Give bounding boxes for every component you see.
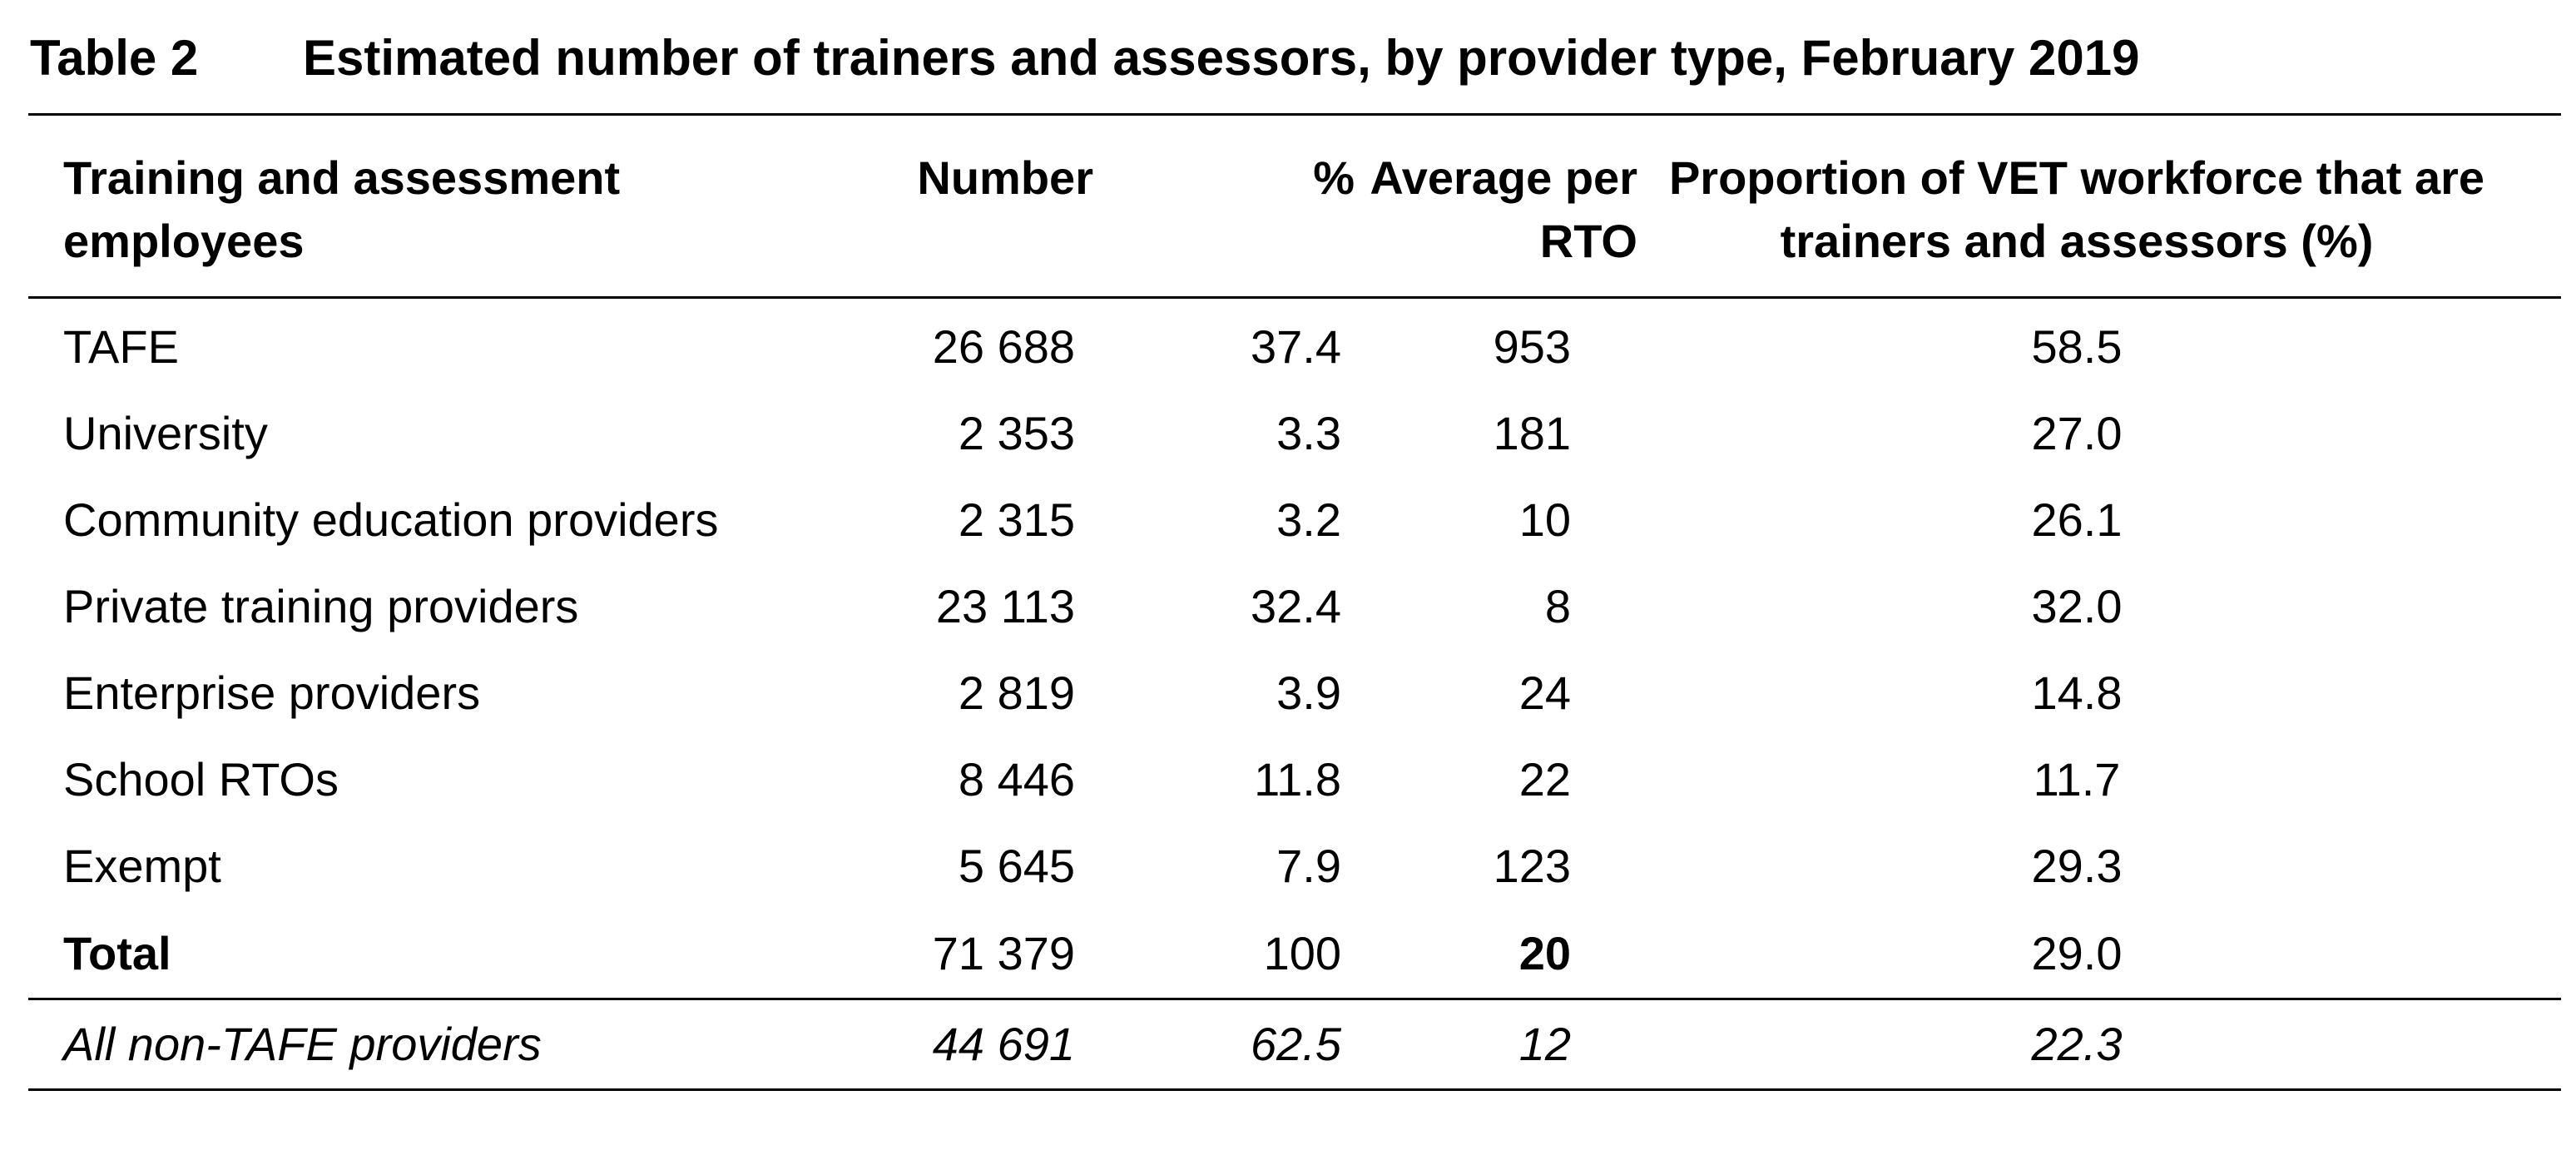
table-row: Private training providers 23 113 32.4 8… bbox=[28, 563, 2561, 650]
row-label: Enterprise providers bbox=[63, 667, 481, 719]
proportion-cell: 14.8 bbox=[2031, 667, 2123, 719]
number-cell: 2 315 bbox=[958, 493, 1075, 546]
average-cell: 8 bbox=[1544, 580, 1571, 632]
top-rule bbox=[28, 113, 2561, 116]
non-tafe-label: All non-TAFE providers bbox=[28, 998, 869, 1091]
non-tafe-average: 12 bbox=[1368, 998, 1651, 1091]
table-row: TAFE 26 688 37.4 953 58.5 bbox=[28, 304, 2561, 390]
number-cell: 2 819 bbox=[958, 667, 1075, 719]
number-cell: 8 446 bbox=[958, 753, 1075, 806]
total-label: Total bbox=[63, 927, 171, 979]
percent-cell: 32.4 bbox=[1251, 580, 1341, 632]
row-label: Private training providers bbox=[63, 580, 579, 632]
total-average: 20 bbox=[1518, 927, 1571, 979]
row-label: TAFE bbox=[63, 320, 179, 373]
number-cell: 2 353 bbox=[958, 407, 1075, 459]
column-header-number: Number bbox=[869, 116, 1110, 299]
table-caption: Table 2 Estimated number of trainers and … bbox=[30, 28, 2140, 88]
row-label: University bbox=[63, 407, 268, 459]
number-cell: 5 645 bbox=[958, 840, 1075, 892]
proportion-cell: 26.1 bbox=[2031, 493, 2123, 546]
proportion-cell: 29.3 bbox=[2031, 840, 2123, 892]
row-label: Exempt bbox=[63, 840, 221, 892]
average-cell: 24 bbox=[1518, 667, 1571, 719]
non-tafe-proportion: 22.3 bbox=[1651, 998, 2561, 1091]
percent-cell: 3.9 bbox=[1276, 667, 1341, 719]
number-cell: 23 113 bbox=[935, 580, 1075, 632]
column-header-average: Average per RTO bbox=[1368, 116, 1651, 299]
average-cell: 22 bbox=[1518, 753, 1571, 806]
column-header-employees: Training and assessment employees bbox=[28, 116, 869, 299]
proportion-cell: 58.5 bbox=[2031, 320, 2123, 373]
total-proportion: 29.0 bbox=[2031, 927, 2123, 979]
total-row: Total 71 379 100 20 29.0 bbox=[28, 910, 2561, 999]
table-number: Table 2 bbox=[30, 30, 199, 86]
non-tafe-percent: 62.5 bbox=[1110, 998, 1368, 1091]
proportion-cell: 27.0 bbox=[2031, 407, 2123, 459]
percent-cell: 37.4 bbox=[1251, 320, 1341, 373]
average-cell: 953 bbox=[1493, 320, 1571, 373]
column-header-proportion: Proportion of VET workforce that are tra… bbox=[1651, 116, 2561, 299]
average-cell: 123 bbox=[1493, 840, 1571, 892]
percent-cell: 3.2 bbox=[1276, 493, 1341, 546]
proportion-cell: 32.0 bbox=[2031, 580, 2123, 632]
number-cell: 26 688 bbox=[932, 320, 1075, 373]
column-header-percent: % bbox=[1110, 116, 1368, 299]
proportion-cell: 11.7 bbox=[2033, 753, 2121, 806]
header-row: Training and assessment employees Number… bbox=[28, 116, 2561, 299]
non-tafe-row: All non-TAFE providers 44 691 62.5 12 22… bbox=[28, 998, 2561, 1091]
average-cell: 10 bbox=[1518, 493, 1571, 546]
table-row: University 2 353 3.3 181 27.0 bbox=[28, 390, 2561, 477]
table-row: Community education providers 2 315 3.2 … bbox=[28, 477, 2561, 563]
percent-cell: 7.9 bbox=[1276, 840, 1341, 892]
data-table: Training and assessment employees Number… bbox=[28, 116, 2561, 1091]
average-cell: 181 bbox=[1493, 407, 1571, 459]
row-label: Community education providers bbox=[63, 493, 719, 546]
total-percent: 100 bbox=[1263, 927, 1341, 979]
total-number: 71 379 bbox=[932, 927, 1075, 979]
percent-cell: 11.8 bbox=[1254, 753, 1341, 806]
row-label: School RTOs bbox=[63, 753, 339, 806]
table-row: School RTOs 8 446 11.8 22 11.7 bbox=[28, 736, 2561, 823]
non-tafe-number: 44 691 bbox=[869, 998, 1110, 1091]
percent-cell: 3.3 bbox=[1276, 407, 1341, 459]
table-row: Enterprise providers 2 819 3.9 24 14.8 bbox=[28, 650, 2561, 736]
table-row: Exempt 5 645 7.9 123 29.3 bbox=[28, 823, 2561, 910]
table-title: Estimated number of trainers and assesso… bbox=[303, 30, 2140, 86]
